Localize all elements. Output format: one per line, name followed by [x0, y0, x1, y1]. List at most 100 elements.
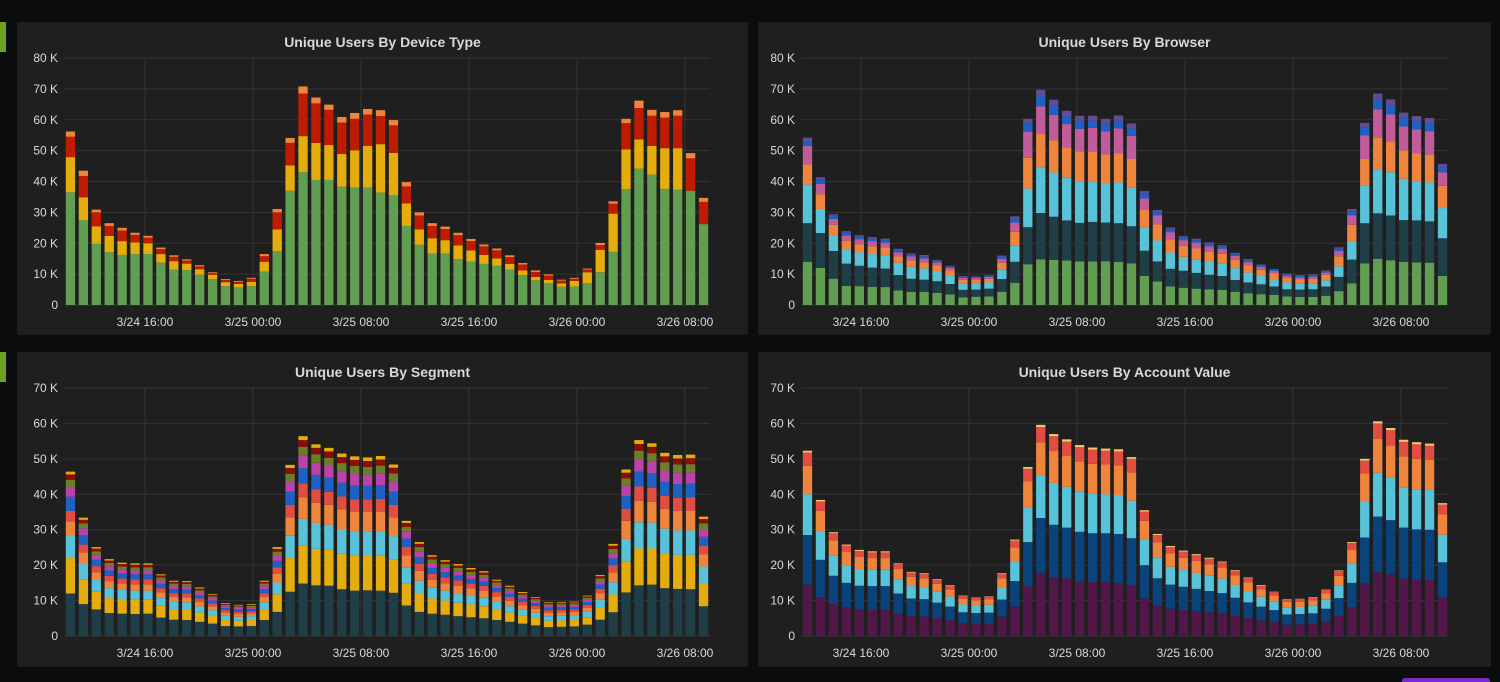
bar-segment[interactable]	[1062, 441, 1072, 457]
bar-segment[interactable]	[1126, 226, 1137, 264]
bar-segment[interactable]	[582, 269, 592, 273]
bar-segment[interactable]	[311, 585, 321, 636]
bar-segment[interactable]	[505, 597, 515, 601]
bar-segment[interactable]	[698, 516, 709, 520]
bar-segment[interactable]	[505, 590, 515, 594]
bar-segment[interactable]	[1178, 551, 1188, 558]
bar-segment[interactable]	[104, 559, 114, 561]
bar-segment[interactable]	[1152, 542, 1163, 558]
bar-segment[interactable]	[867, 552, 877, 559]
bar-segment[interactable]	[324, 179, 334, 305]
bar-segment[interactable]	[1411, 444, 1422, 459]
bar-segment[interactable]	[195, 269, 205, 275]
bar-segment[interactable]	[427, 253, 437, 305]
bar-segment[interactable]	[285, 481, 295, 492]
bar-segment[interactable]	[362, 555, 373, 591]
bar-segment[interactable]	[388, 152, 399, 196]
bar-segment[interactable]	[182, 593, 192, 598]
bar-segment[interactable]	[375, 110, 386, 117]
bar-segment[interactable]	[117, 569, 127, 574]
bar-segment[interactable]	[1010, 581, 1020, 607]
bar-segment[interactable]	[673, 189, 683, 305]
bar-segment[interactable]	[595, 584, 605, 589]
bar-segment[interactable]	[1424, 443, 1435, 446]
bar-segment[interactable]	[207, 606, 218, 611]
bar-segment[interactable]	[1347, 242, 1357, 260]
bar-segment[interactable]	[958, 623, 968, 636]
panel-browser[interactable]: Unique Users By Browser 0 10 K 20 K 30 K 40 …	[758, 22, 1491, 335]
bar-segment[interactable]	[440, 229, 450, 241]
bar-segment[interactable]	[195, 592, 205, 596]
bar-segment[interactable]	[169, 581, 179, 584]
bar-segment[interactable]	[65, 479, 76, 487]
bar-segment[interactable]	[828, 214, 839, 216]
bar-segment[interactable]	[1321, 621, 1331, 636]
bar-segment[interactable]	[1023, 507, 1033, 543]
bar-segment[interactable]	[350, 499, 360, 512]
bar-segment[interactable]	[337, 589, 347, 636]
bar-segment[interactable]	[815, 531, 826, 560]
bar-segment[interactable]	[556, 612, 567, 616]
bar-segment[interactable]	[1437, 167, 1448, 173]
bar-segment[interactable]	[1087, 261, 1098, 305]
bar-segment[interactable]	[220, 626, 231, 636]
bar-segment[interactable]	[1308, 276, 1318, 279]
bar-segment[interactable]	[530, 271, 541, 277]
bar-segment[interactable]	[169, 589, 179, 594]
bar-segment[interactable]	[466, 604, 476, 618]
bar-segment[interactable]	[285, 591, 295, 636]
bar-segment[interactable]	[401, 583, 412, 606]
bar-segment[interactable]	[91, 551, 101, 555]
bar-segment[interactable]	[984, 296, 994, 305]
bar-segment[interactable]	[997, 258, 1007, 263]
bar-segment[interactable]	[220, 610, 231, 613]
bar-segment[interactable]	[479, 263, 489, 305]
bar-segment[interactable]	[867, 586, 877, 610]
bar-segment[interactable]	[272, 567, 282, 574]
bar-segment[interactable]	[518, 592, 528, 594]
bar-segment[interactable]	[414, 543, 424, 548]
bar-segment[interactable]	[195, 598, 205, 602]
bar-segment[interactable]	[1269, 592, 1279, 596]
bar-segment[interactable]	[660, 588, 670, 636]
bar-segment[interactable]	[1437, 597, 1448, 636]
bar-segment[interactable]	[1049, 451, 1059, 483]
bar-segment[interactable]	[1230, 575, 1240, 585]
bar-segment[interactable]	[1347, 542, 1357, 544]
bar-segment[interactable]	[130, 570, 140, 575]
bar-segment[interactable]	[414, 611, 424, 636]
bar-segment[interactable]	[1269, 279, 1279, 287]
bar-segment[interactable]	[906, 586, 916, 599]
bar-segment[interactable]	[880, 609, 890, 636]
bar-segment[interactable]	[505, 621, 515, 636]
bar-segment[interactable]	[893, 250, 903, 253]
bar-segment[interactable]	[492, 265, 502, 305]
bar-segment[interactable]	[556, 626, 567, 636]
bar-segment[interactable]	[350, 118, 360, 151]
bar-segment[interactable]	[932, 265, 942, 272]
bar-segment[interactable]	[220, 615, 231, 621]
bar-segment[interactable]	[1256, 269, 1266, 276]
bar-segment[interactable]	[1308, 283, 1318, 290]
bar-segment[interactable]	[685, 497, 696, 511]
bar-segment[interactable]	[1217, 248, 1227, 254]
bar-segment[interactable]	[1036, 475, 1046, 519]
bar-segment[interactable]	[453, 564, 463, 566]
bar-segment[interactable]	[65, 471, 76, 475]
bar-segment[interactable]	[582, 272, 592, 284]
bar-segment[interactable]	[1295, 601, 1305, 607]
bar-segment[interactable]	[1347, 224, 1357, 243]
bar-segment[interactable]	[880, 240, 890, 243]
bar-segment[interactable]	[867, 558, 877, 570]
bar-segment[interactable]	[182, 582, 192, 584]
bar-segment[interactable]	[518, 609, 528, 616]
bar-segment[interactable]	[1386, 574, 1396, 636]
bar-segment[interactable]	[893, 248, 903, 251]
bar-segment[interactable]	[660, 495, 670, 509]
bar-segment[interactable]	[453, 259, 463, 305]
bar-segment[interactable]	[621, 508, 631, 521]
bar-segment[interactable]	[945, 294, 955, 306]
bar-segment[interactable]	[1126, 187, 1137, 227]
bar-segment[interactable]	[1347, 259, 1357, 284]
bar-segment[interactable]	[893, 579, 903, 594]
